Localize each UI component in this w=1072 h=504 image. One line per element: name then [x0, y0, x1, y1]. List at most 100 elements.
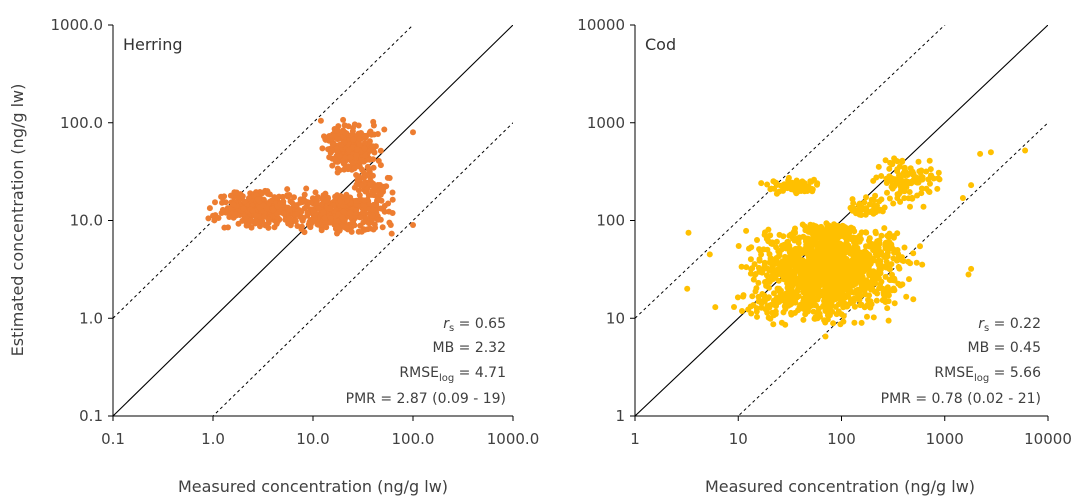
data-point [833, 274, 840, 281]
data-point [384, 174, 391, 181]
data-point [882, 263, 889, 270]
data-point [363, 188, 370, 195]
data-point [784, 284, 791, 291]
data-point [897, 282, 904, 289]
data-point [855, 291, 862, 298]
data-point [367, 191, 374, 198]
data-point [799, 257, 806, 264]
data-point [219, 206, 226, 213]
data-point [829, 264, 836, 271]
data-point [813, 274, 820, 281]
x-tick-label: 1000.0 [487, 430, 540, 448]
data-point [360, 219, 367, 226]
data-point [712, 304, 719, 311]
x-axis-label-herring: Measured concentration (ng/g lw) [178, 477, 448, 496]
data-point [221, 224, 228, 231]
data-point [773, 190, 780, 197]
data-point [323, 197, 330, 204]
data-point [264, 188, 271, 195]
data-point [371, 221, 378, 228]
data-point [307, 199, 314, 206]
data-point [843, 303, 850, 310]
data-point [355, 187, 362, 194]
data-point [927, 172, 934, 179]
data-point [817, 313, 823, 320]
data-point [362, 226, 368, 233]
data-point [764, 309, 771, 316]
data-point [799, 221, 806, 228]
data-point [901, 164, 908, 171]
data-point [888, 261, 895, 268]
data-point [361, 132, 368, 139]
data-point [315, 205, 322, 212]
data-point [808, 185, 815, 192]
data-point [832, 243, 839, 250]
data-point [968, 265, 975, 272]
data-point [706, 251, 713, 258]
data-point [872, 209, 879, 216]
data-point [810, 308, 817, 315]
data-point [685, 229, 692, 236]
data-point [875, 258, 882, 264]
x-tick-label: 1 [630, 430, 640, 448]
x-tick-label: 1.0 [201, 430, 225, 448]
data-point [252, 220, 259, 227]
x-tick-label: 100 [827, 430, 856, 448]
data-point [771, 290, 777, 297]
data-point [232, 211, 239, 218]
data-point [205, 215, 212, 222]
data-point [785, 177, 792, 184]
data-point [824, 316, 831, 323]
data-point [935, 169, 942, 176]
data-point [321, 133, 327, 140]
data-point [370, 118, 377, 125]
data-point [903, 184, 910, 191]
data-point [754, 313, 760, 320]
data-point [920, 203, 927, 210]
data-point [832, 229, 839, 236]
data-point [334, 192, 341, 199]
data-point [303, 185, 310, 192]
data-point [241, 198, 248, 205]
data-point [334, 127, 341, 134]
data-point [876, 267, 882, 274]
data-point [323, 224, 330, 231]
data-point [739, 308, 745, 314]
data-point [856, 205, 863, 212]
data-point [361, 145, 368, 152]
data-point [246, 195, 252, 201]
data-point [862, 229, 869, 236]
data-point [344, 197, 350, 204]
data-point [884, 305, 891, 312]
data-point [747, 303, 754, 310]
data-point [821, 297, 828, 304]
data-point [885, 317, 892, 324]
data-point [769, 259, 776, 266]
data-point [322, 190, 329, 197]
data-point [362, 152, 369, 159]
upper-factor-10-line [635, 25, 946, 319]
data-point [872, 228, 879, 235]
data-point [832, 303, 839, 310]
data-point [798, 188, 805, 194]
data-point [866, 292, 873, 299]
data-point [326, 219, 333, 226]
data-point [317, 117, 324, 124]
data-point [878, 173, 885, 179]
data-point [273, 219, 280, 226]
data-point [341, 139, 348, 146]
data-point [866, 252, 873, 259]
data-point [901, 244, 908, 251]
data-point [776, 288, 783, 295]
data-point [750, 276, 757, 283]
data-point [369, 143, 376, 150]
data-point [918, 185, 925, 192]
data-point [815, 305, 822, 312]
data-point [339, 158, 346, 165]
x-tick-label: 1000 [926, 430, 964, 448]
data-point [813, 263, 820, 270]
data-point [754, 237, 760, 243]
data-point [362, 139, 368, 146]
